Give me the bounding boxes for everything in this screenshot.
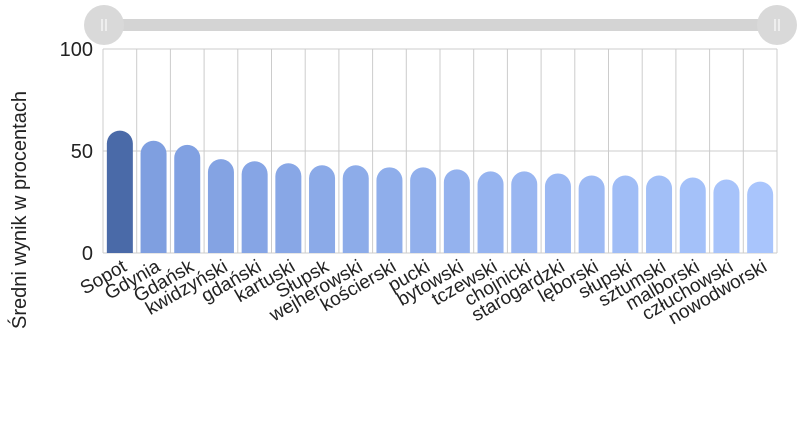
grip-lines-icon[interactable] <box>757 5 797 45</box>
grid <box>102 48 778 254</box>
bar-słupski[interactable] <box>612 175 639 253</box>
y-tick-label: 100 <box>60 39 93 61</box>
bars <box>106 130 774 253</box>
bar-Gdynia[interactable] <box>140 140 167 253</box>
x-axis-labels: SopotGdyniaGdańskkwidzyńskigdańskikartus… <box>77 256 771 329</box>
bar-sztumski[interactable] <box>646 175 673 253</box>
bar-bytowski[interactable] <box>443 169 470 253</box>
bar-malborski[interactable] <box>679 177 706 253</box>
bar-gdański[interactable] <box>241 161 268 253</box>
y-tick-label: 50 <box>71 141 93 163</box>
range-slider-track[interactable] <box>104 19 777 31</box>
bar-chojnicki[interactable] <box>511 171 538 253</box>
bar-starogardzki[interactable] <box>544 173 571 253</box>
bar-nowodworski[interactable] <box>747 181 774 253</box>
bar-tczewski[interactable] <box>477 171 504 253</box>
bar-Słupsk[interactable] <box>309 165 336 253</box>
y-tick-label: 0 <box>82 243 93 265</box>
bar-Gdańsk[interactable] <box>174 144 201 253</box>
bar-pucki[interactable] <box>410 167 437 253</box>
bar-lęborski[interactable] <box>578 175 605 253</box>
y-axis-title: Średni wynik w procentach <box>7 91 31 329</box>
bar-kartuski[interactable] <box>275 163 302 253</box>
y-axis-ticks: 0 50 100 <box>60 39 93 265</box>
range-slider-left-handle[interactable] <box>84 5 124 45</box>
bar-człuchowski[interactable] <box>713 179 740 253</box>
grip-lines-icon[interactable] <box>84 5 124 45</box>
range-slider[interactable] <box>84 5 797 45</box>
bar-wejherowski[interactable] <box>342 165 369 253</box>
bar-Sopot[interactable] <box>106 130 133 253</box>
bar-kościerski[interactable] <box>376 167 403 253</box>
range-slider-right-handle[interactable] <box>757 5 797 45</box>
bar-kwidzyński[interactable] <box>207 159 234 253</box>
